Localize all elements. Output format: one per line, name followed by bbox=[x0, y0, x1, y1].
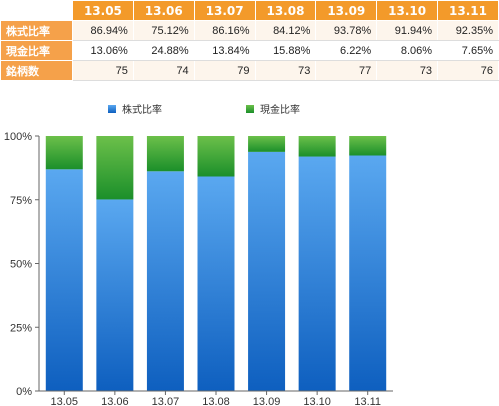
table-cell: 79 bbox=[193, 60, 256, 81]
table-cell: 86.94% bbox=[72, 20, 134, 41]
table-cell: 6.22% bbox=[315, 40, 378, 61]
x-tick-label: 13.09 bbox=[253, 396, 281, 406]
column-header: 13.09 bbox=[315, 0, 378, 21]
table-cell: 24.88% bbox=[132, 40, 195, 61]
y-tick-label: 75% bbox=[10, 195, 32, 207]
stacked-bar-chart: 株式比率 現金比率 0% 25% 50% 75% 100% 13.05 13.06 13.07… bbox=[4, 103, 393, 406]
bar-segment-cash-ratio bbox=[146, 136, 184, 172]
bar-segment-cash-ratio bbox=[248, 136, 286, 152]
x-axis: 13.05 13.06 13.07 13.08 13.09 13.10 13.11 bbox=[39, 390, 393, 406]
bar-segment-stock-ratio bbox=[146, 171, 184, 391]
legend-label: 現金比率 bbox=[260, 103, 300, 116]
column-header: 13.10 bbox=[376, 0, 439, 21]
row-label: 現金比率 bbox=[0, 40, 73, 61]
table-cell: 93.78% bbox=[315, 20, 378, 41]
table-cell: 8.06% bbox=[376, 40, 439, 61]
column-header: 13.11 bbox=[437, 0, 499, 21]
x-tick-label: 13.06 bbox=[101, 396, 129, 406]
table-cell: 84.12% bbox=[254, 20, 317, 41]
table-cell: 7.65% bbox=[437, 40, 499, 61]
bar-segment-cash-ratio bbox=[45, 136, 83, 170]
column-header: 13.08 bbox=[254, 0, 317, 21]
x-tick-label: 13.11 bbox=[354, 396, 381, 406]
column-header: 13.07 bbox=[193, 0, 256, 21]
table-header-row: 13.05 13.06 13.07 13.08 13.09 13.10 13.1… bbox=[0, 0, 499, 21]
bar-segment-stock-ratio bbox=[349, 155, 387, 391]
y-tick-label: 100% bbox=[4, 131, 32, 143]
legend-swatch bbox=[108, 105, 116, 113]
table-cell: 15.88% bbox=[254, 40, 317, 61]
table-cell: 73 bbox=[376, 60, 439, 81]
y-tick-label: 50% bbox=[10, 259, 32, 271]
table-cell: 76 bbox=[437, 60, 499, 81]
table-cell: 86.16% bbox=[193, 20, 256, 41]
table-cell: 92.35% bbox=[437, 20, 499, 41]
x-tick-label: 13.05 bbox=[51, 396, 79, 406]
table-cell: 13.06% bbox=[72, 40, 134, 61]
row-label: 銘柄数 bbox=[0, 60, 73, 81]
table-row-cash-ratio: 現金比率 13.06% 24.88% 13.84% 15.88% 6.22% 8… bbox=[0, 40, 499, 61]
column-header: 13.05 bbox=[72, 0, 134, 21]
x-tick-label: 13.07 bbox=[152, 396, 180, 406]
table-row-stock-ratio: 株式比率 86.94% 75.12% 86.16% 84.12% 93.78% … bbox=[0, 20, 499, 41]
bar-segment-stock-ratio bbox=[96, 199, 134, 391]
table-cell: 73 bbox=[254, 60, 317, 81]
bar-segment-cash-ratio bbox=[197, 136, 235, 177]
table-cell: 13.84% bbox=[193, 40, 256, 61]
table-cell: 74 bbox=[132, 60, 195, 81]
legend-swatch bbox=[246, 105, 254, 113]
bar-segment-cash-ratio bbox=[96, 136, 134, 200]
chart-plot-area bbox=[45, 136, 387, 391]
bar-segment-stock-ratio bbox=[45, 169, 83, 391]
table-cell: 91.94% bbox=[376, 20, 439, 41]
bar-segment-cash-ratio bbox=[298, 136, 336, 157]
x-tick-label: 13.08 bbox=[202, 396, 230, 406]
y-tick-label: 0% bbox=[16, 386, 32, 398]
x-tick-label: 13.10 bbox=[303, 396, 331, 406]
bar-segment-stock-ratio bbox=[197, 176, 235, 391]
table-cell: 77 bbox=[315, 60, 378, 81]
summary-table: 13.05 13.06 13.07 13.08 13.09 13.10 13.1… bbox=[0, 0, 499, 81]
legend-label: 株式比率 bbox=[122, 103, 162, 116]
table-corner bbox=[0, 0, 73, 21]
y-axis: 0% 25% 50% 75% 100% bbox=[4, 131, 40, 398]
column-header: 13.06 bbox=[132, 0, 195, 21]
table-cell: 75.12% bbox=[132, 20, 195, 41]
row-label: 株式比率 bbox=[0, 20, 73, 41]
chart-legend: 株式比率 現金比率 bbox=[108, 103, 300, 116]
bar-segment-cash-ratio bbox=[349, 136, 387, 156]
table-row-holdings-count: 銘柄数 75 74 79 73 77 73 76 bbox=[0, 60, 499, 81]
bar-segment-stock-ratio bbox=[248, 151, 286, 391]
table-cell: 75 bbox=[72, 60, 134, 81]
y-tick-label: 25% bbox=[10, 322, 32, 334]
bar-segment-stock-ratio bbox=[298, 156, 336, 391]
